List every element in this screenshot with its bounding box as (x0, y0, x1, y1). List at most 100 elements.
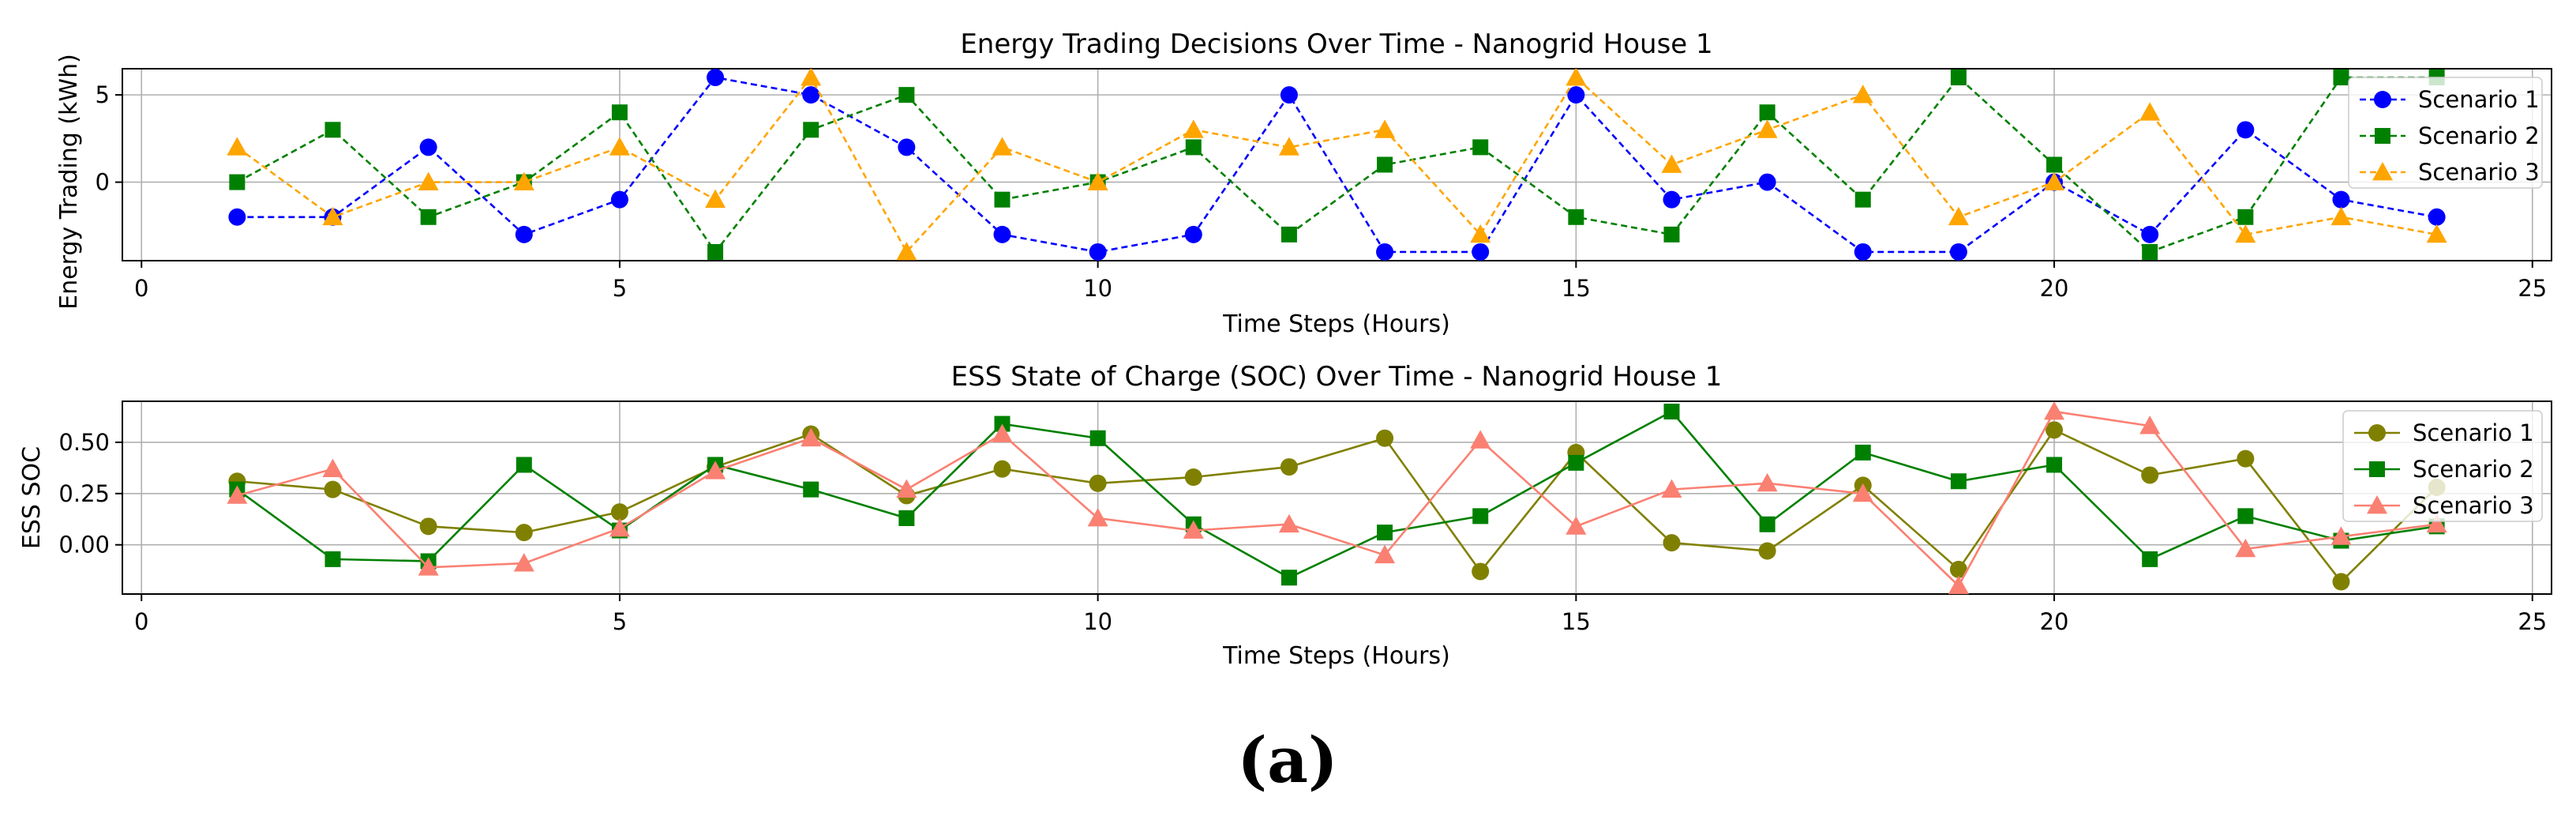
series-scenario-3 (227, 69, 2447, 261)
chart-title: Energy Trading Decisions Over Time - Nan… (960, 28, 1712, 60)
legend-label: Scenario 2 (2413, 456, 2534, 483)
series-line (237, 410, 2437, 588)
data-point (1472, 562, 1490, 581)
data-point (705, 189, 726, 209)
data-point (1759, 104, 1775, 121)
x-tick-label: 10 (1083, 275, 1112, 302)
data-point (803, 481, 819, 498)
data-point (1568, 454, 1584, 471)
y-axis-label: Energy Trading (kWh) (55, 54, 83, 310)
data-point (2141, 225, 2159, 243)
data-point (1852, 85, 1873, 103)
data-point (420, 209, 437, 225)
x-axis-label: Time Steps (Hours) (1222, 642, 1450, 670)
data-point (1376, 429, 1394, 447)
data-point (2369, 461, 2385, 477)
legend-label: Scenario 3 (2418, 159, 2540, 186)
data-point (1948, 206, 1969, 226)
x-tick-label: 5 (613, 275, 627, 302)
data-point (1567, 86, 1585, 104)
data-point (2237, 508, 2254, 525)
data-point (2332, 190, 2350, 209)
data-point (324, 551, 341, 567)
data-point (1757, 472, 1778, 492)
data-point (898, 510, 915, 526)
data-point (1759, 516, 1775, 532)
data-point (516, 457, 532, 473)
data-point (1089, 430, 1106, 446)
data-point (1185, 139, 1202, 156)
data-point (1661, 479, 1682, 498)
chart-title: ESS State of Charge (SOC) Over Time - Na… (951, 361, 1723, 393)
data-point (705, 461, 726, 479)
data-point (801, 69, 822, 86)
data-point (611, 104, 628, 121)
data-point (2046, 457, 2063, 473)
data-point (2372, 162, 2393, 181)
data-point (898, 138, 916, 156)
data-point (2426, 224, 2447, 243)
data-point (1472, 139, 1489, 156)
data-point (2367, 495, 2387, 514)
data-point (2426, 513, 2447, 533)
data-point (993, 225, 1011, 243)
data-point (802, 86, 820, 104)
data-point (896, 241, 917, 261)
data-point (2139, 416, 2161, 434)
data-point (227, 137, 248, 156)
data-point (1948, 575, 1969, 594)
data-point (1472, 243, 1490, 261)
data-point (2045, 421, 2064, 439)
data-point (419, 138, 437, 156)
data-point (513, 553, 534, 572)
data-point (1374, 544, 1396, 564)
data-point (1852, 483, 1873, 502)
energy-trading-chart: Energy Trading Decisions Over Time - Nan… (55, 28, 2552, 338)
data-point (2142, 243, 2158, 260)
data-point (1377, 525, 1393, 541)
data-point (707, 69, 725, 87)
series-line (237, 428, 2438, 584)
data-point (992, 137, 1013, 156)
data-point (229, 174, 246, 190)
series-scenario-2 (229, 70, 2445, 260)
grid (122, 69, 2552, 261)
data-point (418, 557, 439, 576)
data-point (1758, 173, 1776, 191)
data-point (515, 225, 533, 243)
x-axis-label: Time Steps (Hours) (1222, 310, 1450, 338)
data-point (1950, 473, 1967, 490)
series-line (236, 410, 2437, 579)
data-point (1377, 156, 1393, 173)
data-point (2044, 401, 2065, 420)
y-axis-label: ESS SOC (18, 446, 46, 549)
x-tick-label: 0 (134, 275, 148, 302)
series-line (236, 75, 2437, 254)
x-tick-label: 15 (1562, 275, 1591, 302)
data-point (707, 243, 724, 260)
data-point (2375, 128, 2390, 144)
data-point (1565, 69, 1587, 86)
data-point (610, 190, 628, 209)
data-point (609, 137, 630, 156)
y-tick-label: 0 (96, 169, 110, 196)
legend: Scenario 1 Scenario 2 Scenario 3 (2348, 77, 2543, 189)
data-point (2044, 171, 2065, 190)
x-tick-label: 0 (134, 608, 148, 635)
y-tick-label: 0.25 (58, 480, 110, 507)
data-point (2235, 224, 2256, 243)
data-point (1949, 243, 1967, 261)
data-point (2142, 551, 2158, 567)
data-point (994, 191, 1011, 208)
data-point (1949, 560, 1967, 578)
data-point (1087, 507, 1108, 527)
data-point (1470, 224, 1491, 243)
data-point (322, 458, 343, 478)
data-point (2332, 573, 2350, 591)
y-tick-label: 0.00 (58, 532, 110, 558)
data-point (992, 423, 1013, 442)
data-point (993, 460, 1011, 478)
data-point (1281, 570, 1297, 586)
data-point (1376, 243, 1394, 261)
data-point (2330, 526, 2352, 545)
